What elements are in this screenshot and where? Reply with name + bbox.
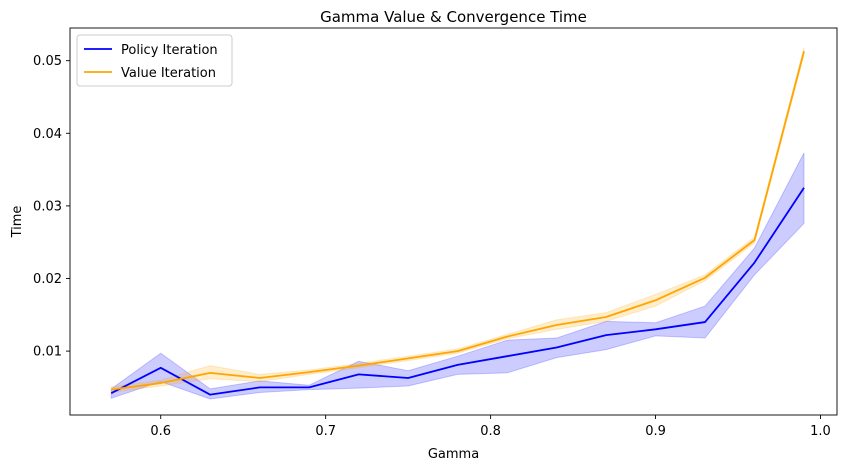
line-policy-iteration — [110, 187, 805, 396]
y-tick-label: 0.04 — [33, 127, 62, 142]
x-tick-label: 1.0 — [810, 424, 831, 439]
chart-title: Gamma Value & Convergence Time — [320, 8, 587, 26]
x-tick-label: 0.7 — [315, 424, 336, 439]
legend-box — [76, 34, 233, 87]
line-value-iteration — [111, 51, 805, 391]
y-tick-label: 0.02 — [33, 272, 62, 287]
x-tick-label: 0.6 — [150, 424, 171, 439]
x-tick-label: 0.9 — [645, 424, 666, 439]
band-policy-iteration — [110, 152, 805, 400]
y-axis-label: Time — [10, 206, 25, 239]
band-value-iteration — [110, 47, 805, 394]
legend-label-policy-iteration: Policy Iteration — [121, 43, 218, 58]
y-tick-label: 0.01 — [33, 345, 62, 360]
x-axis: 0.6 0.7 0.8 0.9 1.0 — [150, 415, 831, 439]
plot-frame — [69, 27, 838, 416]
confidence-bands — [110, 47, 805, 400]
y-tick-label: 0.03 — [33, 199, 62, 214]
legend-label-value-iteration: Value Iteration — [121, 66, 216, 81]
x-tick-label: 0.8 — [480, 424, 501, 439]
legend: Policy Iteration Value Iteration — [76, 34, 233, 87]
y-tick-label: 0.05 — [33, 54, 62, 69]
y-axis: 0.01 0.02 0.03 0.04 0.05 — [33, 54, 70, 360]
x-axis-label: Gamma — [428, 447, 479, 462]
series-lines — [110, 51, 805, 396]
